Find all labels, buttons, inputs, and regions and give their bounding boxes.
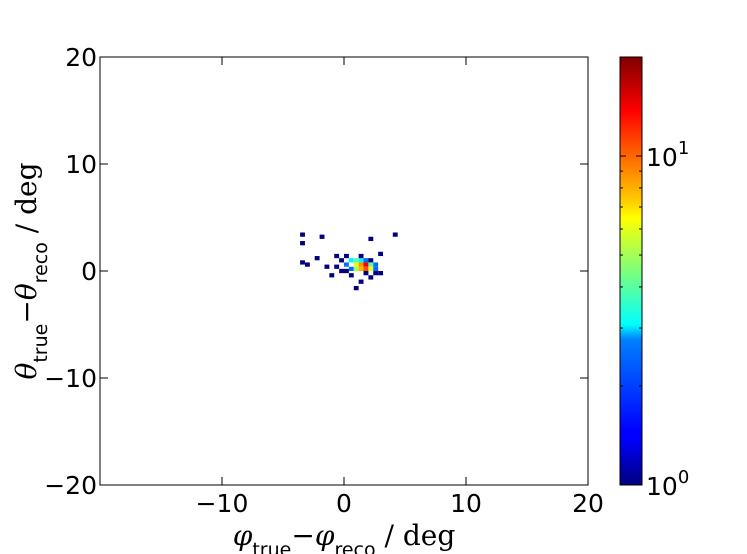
heatmap-bin — [344, 262, 349, 267]
heatmap-bin — [319, 234, 325, 239]
heatmap-bin — [353, 266, 359, 271]
heatmap-bin — [358, 262, 364, 267]
heatmap-bin — [314, 256, 320, 261]
heatmap-bin — [358, 253, 364, 259]
heatmap-bin — [353, 262, 359, 267]
heatmap-bin — [348, 258, 354, 263]
heatmap-bin — [344, 253, 349, 259]
heatmap-bin — [358, 266, 364, 271]
heatmap-bin — [358, 258, 364, 263]
heatmap-bin — [334, 253, 340, 259]
y-tick-label: −20 — [44, 471, 97, 500]
heatmap-bin — [348, 273, 354, 278]
heatmap-bin — [363, 262, 369, 267]
heatmap-bin — [363, 271, 369, 276]
heatmap-bin — [300, 260, 305, 265]
x-axis: −10 0 10 20 — [196, 57, 604, 518]
heatmap-bin — [368, 275, 374, 280]
heatmap-bin — [353, 285, 359, 291]
x-tick-label: 0 — [336, 489, 352, 518]
plot-area: −10 0 10 20 −20 −10 0 10 20 — [44, 43, 604, 518]
colorbar-tick-label: 100 — [646, 467, 689, 501]
y-tick-label: 0 — [81, 257, 97, 286]
heatmap-bin — [344, 268, 349, 274]
y-tick-label: 10 — [65, 150, 97, 179]
x-tick-label: −10 — [196, 489, 249, 518]
heatmap-bin — [363, 258, 369, 263]
heatmap-bin — [368, 236, 374, 242]
heatmap-bin — [339, 268, 344, 274]
colorbar-tick-label: 101 — [646, 138, 689, 172]
y-tick-label: 20 — [65, 43, 97, 72]
heatmap-bin — [358, 279, 364, 284]
heatmap-bin — [392, 232, 398, 237]
heatmap-bin — [368, 262, 374, 267]
heatmap-bin — [378, 271, 384, 276]
heatmap-bin — [373, 271, 379, 276]
x-axis-label: φtrue−φreco / deg — [233, 519, 456, 554]
heatmap-bin — [353, 258, 359, 263]
colorbar-gradient — [619, 56, 643, 486]
x-tick-label: 20 — [572, 489, 604, 518]
x-tick-label: 10 — [450, 489, 482, 518]
heatmap-bin — [368, 266, 374, 271]
heatmap-bin — [300, 241, 305, 246]
heatmap-bin — [334, 264, 340, 269]
colorbar: 100 101 — [619, 56, 689, 501]
heatmap-bin — [368, 258, 374, 263]
y-axis: −20 −10 0 10 20 — [44, 43, 588, 500]
heatmap-bin — [373, 266, 379, 271]
heatmap-bin — [300, 232, 305, 237]
heatmap-bin — [373, 262, 379, 267]
heatmap-bin — [324, 264, 330, 269]
y-tick-label: −10 — [44, 364, 97, 393]
heatmap-bin — [348, 266, 354, 271]
y-axis-label: θtrue−θreco / deg — [10, 162, 52, 379]
colorbar-ticks: 100 101 — [620, 56, 689, 501]
heatmap-bin — [329, 273, 335, 278]
heatmap-bin — [363, 266, 369, 271]
heatmap-bins — [300, 232, 398, 291]
heatmap-bin — [304, 262, 310, 267]
heatmap-bin — [339, 258, 344, 263]
heatmap-bin — [378, 251, 384, 257]
